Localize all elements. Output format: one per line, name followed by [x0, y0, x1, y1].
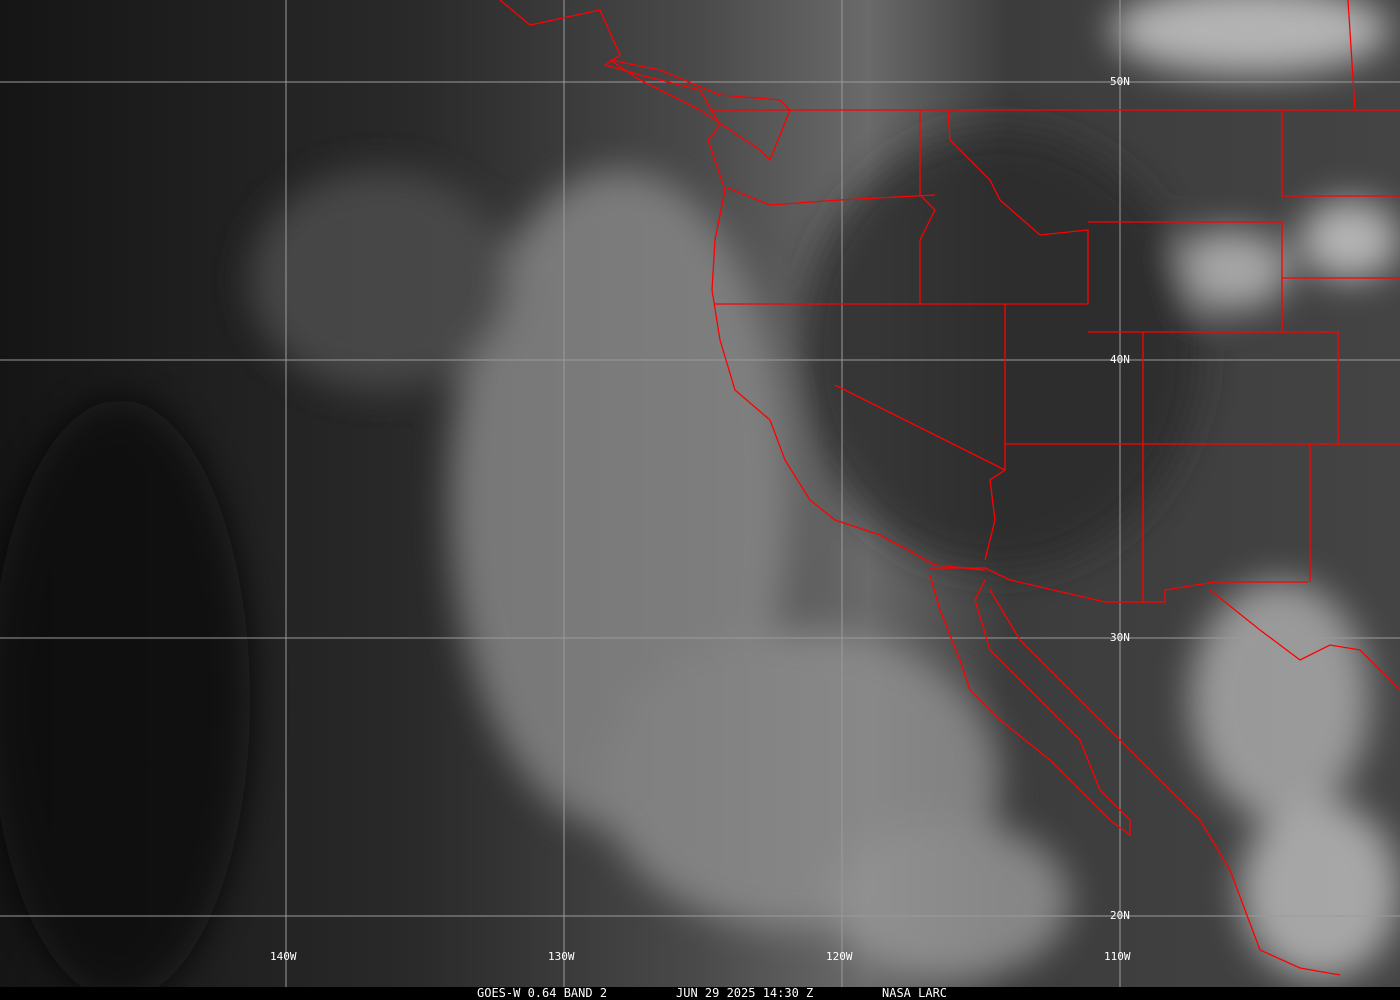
idaho-montana: [947, 109, 1089, 304]
satellite-band: GOES-W 0.64 BAND 2: [477, 986, 608, 1000]
wa-or-border: [727, 187, 936, 206]
baja-coast: [929, 574, 1131, 837]
gulf-east-coast: [1209, 589, 1400, 691]
ca-nv-diagonal: [834, 384, 1006, 471]
grid-labels: 140W 130W 120W 110W 50N 40N 30N 20N: [270, 75, 1131, 963]
mt-border: [1281, 110, 1400, 197]
nevada-border: [984, 304, 1006, 561]
lon-label: 130W: [548, 950, 575, 963]
lon-label: 110W: [1104, 950, 1131, 963]
idaho-border: [919, 110, 936, 304]
lon-label: 140W: [270, 950, 297, 963]
lat-label: 40N: [1110, 353, 1130, 366]
mexico-coast: [989, 589, 1341, 976]
timestamp: JUN 29 2025 14:30 Z: [676, 986, 814, 1000]
lat-label: 30N: [1110, 631, 1130, 644]
source: NASA LARC: [882, 986, 948, 1000]
caption-bar: GOES-W 0.64 BAND 2 JUN 29 2025 14:30 Z N…: [0, 987, 1400, 1000]
vancouver-island: [609, 59, 791, 162]
lat-label: 20N: [1110, 909, 1130, 922]
lat-label: 50N: [1110, 75, 1130, 88]
lon-label: 120W: [826, 950, 853, 963]
canada-prov: [1347, 0, 1356, 111]
mx-border: [930, 567, 1308, 603]
coastline-north: [499, 0, 986, 571]
political-borders: [499, 0, 1400, 976]
